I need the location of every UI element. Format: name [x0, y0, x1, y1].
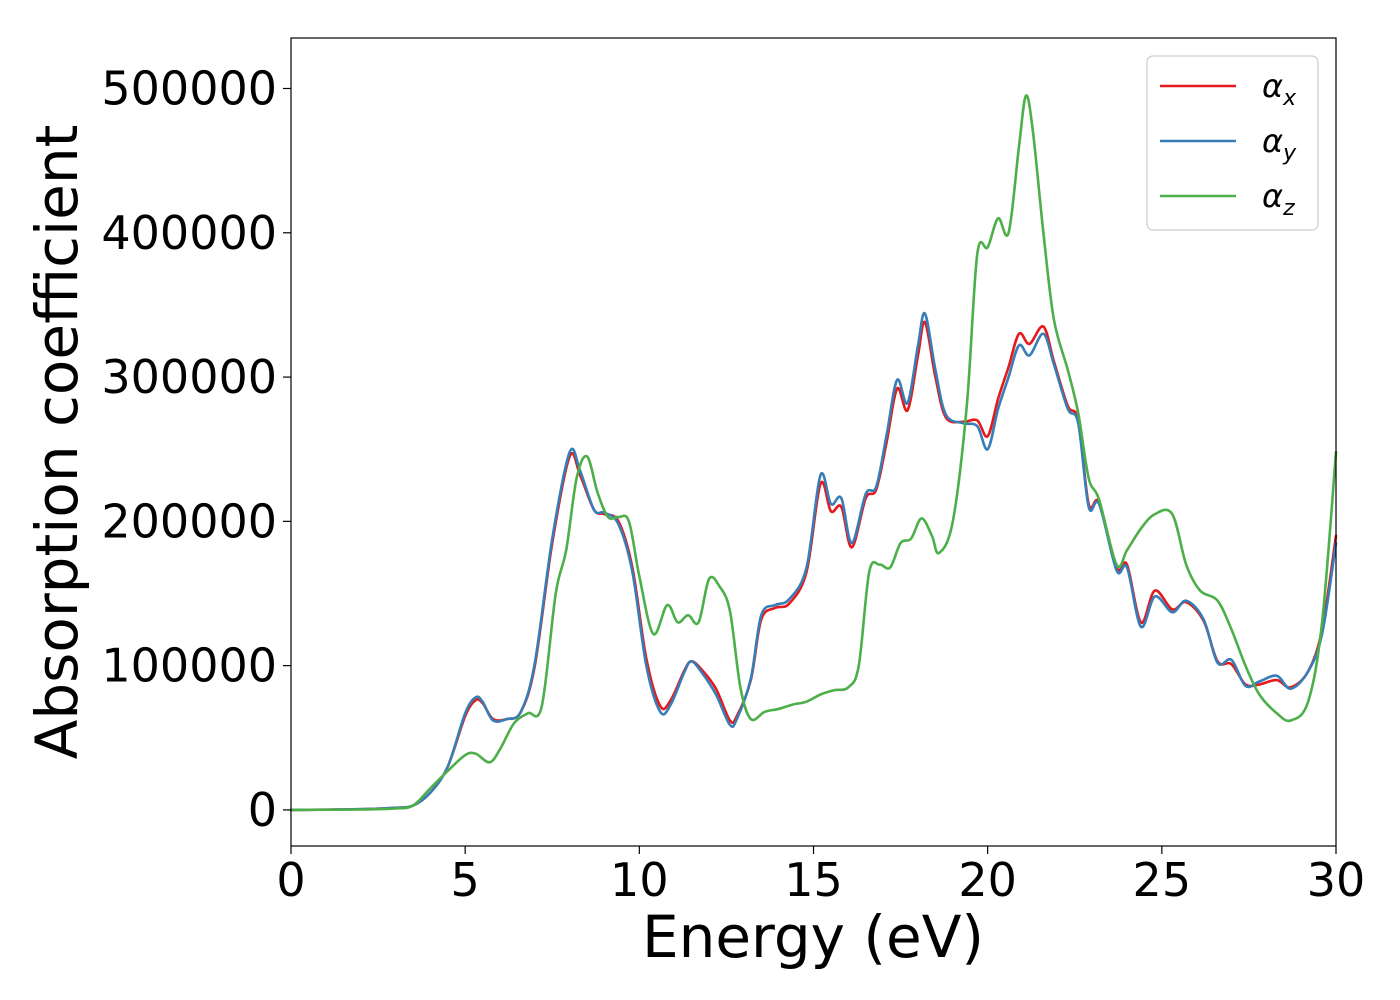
legend-label-subscript: z	[1282, 196, 1295, 221]
y-tick-label: 0	[248, 783, 277, 837]
legend-label-subscript: y	[1282, 141, 1297, 166]
x-tick-label: 15	[784, 853, 843, 907]
legend-label-base: α	[1262, 67, 1283, 105]
y-axis-title: Absorption coefficient	[23, 125, 91, 760]
series-line-y	[289, 311, 1338, 812]
y-tick-label: 100000	[101, 639, 277, 693]
legend-box	[1146, 55, 1319, 231]
legend-label-z: αz	[1262, 177, 1295, 221]
x-axis-ticks: 0 5 10 15 20 25 30	[276, 846, 1365, 907]
y-axis-ticks: 0 100000 200000 300000 400000 500000	[101, 62, 291, 837]
x-tick-label: 30	[1307, 853, 1366, 907]
y-tick-label: 200000	[101, 494, 277, 548]
legend-label-base: α	[1262, 177, 1283, 215]
series-layer	[289, 94, 1338, 812]
x-tick-label: 10	[610, 853, 669, 907]
x-tick-label: 5	[451, 853, 480, 907]
legend-label-subscript: x	[1282, 86, 1297, 111]
y-tick-label: 400000	[101, 206, 277, 260]
x-tick-label: 20	[958, 853, 1017, 907]
legend-label-x: αx	[1262, 67, 1297, 111]
x-axis-title: Energy (eV)	[642, 903, 984, 971]
y-tick-label: 500000	[101, 62, 277, 116]
legend-label-y: αy	[1262, 122, 1297, 166]
series-line-z	[289, 94, 1338, 812]
x-tick-label: 25	[1133, 853, 1192, 907]
y-tick-label: 300000	[101, 350, 277, 404]
legend-label-base: α	[1262, 122, 1283, 160]
x-tick-label: 0	[276, 853, 305, 907]
